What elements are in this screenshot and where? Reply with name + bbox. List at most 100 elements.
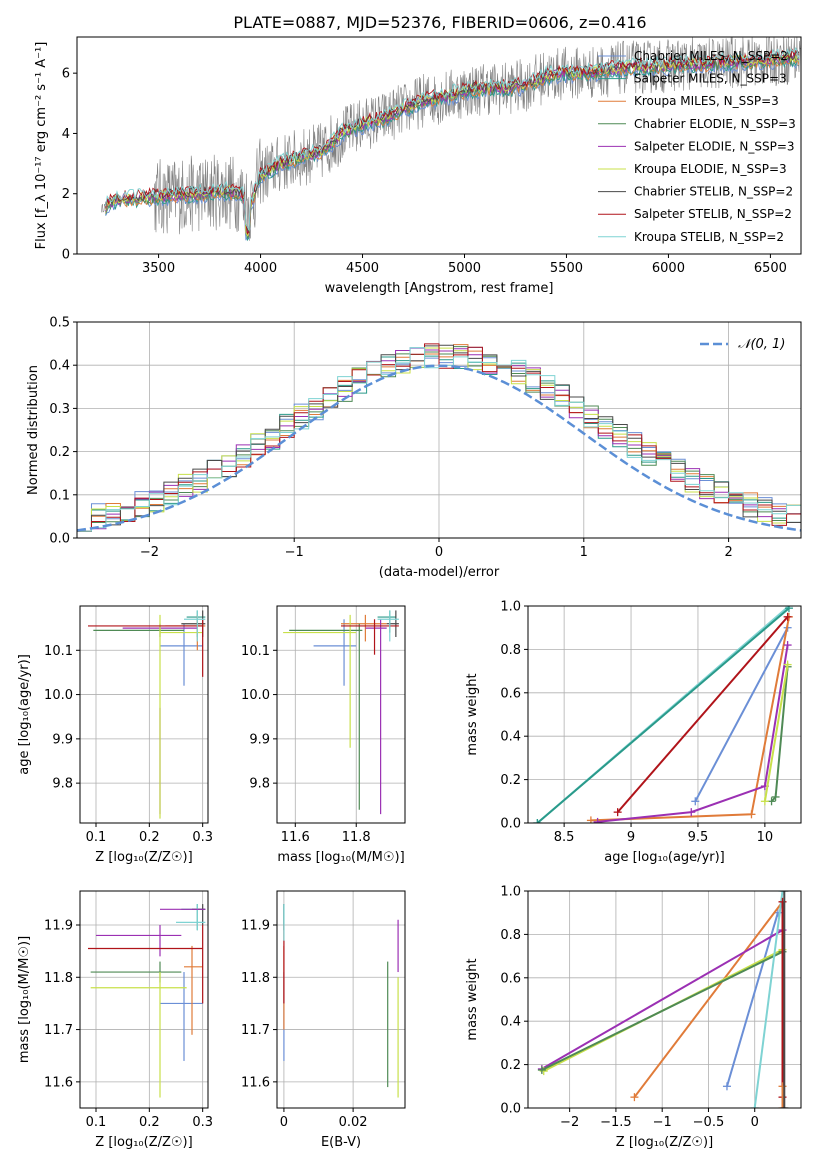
y-tick-label: 0.6 (500, 971, 521, 986)
x-tick-label: −0.5 (693, 1115, 725, 1130)
x-tick-label: 9 (627, 830, 635, 845)
legend-label: Salpeter ELODIE, N_SSP=3 (634, 139, 795, 153)
y-tick-label: 0.0 (49, 532, 70, 547)
axes-frame (276, 890, 406, 1109)
y-tick-label: 0.2 (500, 1058, 521, 1073)
panel-age_vs_mass: 11.6 11.8 9.8 9.9 10.0 10.1 mass [log₁₀(M/M☉)] (241, 605, 406, 865)
legend-label: Chabrier MILES, N_SSP=2 (634, 49, 788, 63)
y-tick-label: 0.2 (49, 445, 70, 460)
y-axis-label: age [log₁₀(age/yr)] (17, 654, 32, 775)
panel-residuals: −2 −1 0 1 2 0.0 0.1 0.2 0.3 0.4 0.5 (data-model)/er… (26, 316, 802, 580)
y-tick-label: 0.2 (500, 773, 521, 788)
panel-massweight_vs_age: 8.5 9 9.5 10 0.0 0.2 0.4 0.6 0.8 1.0 age [log₁₀(ag… (465, 600, 802, 865)
mass-weight-line (616, 616, 789, 813)
y-tick-label: 0.8 (500, 928, 521, 943)
y-tick-label: 2 (62, 187, 70, 202)
y-tick-label: 0.4 (500, 730, 521, 745)
x-tick-label: 1 (580, 545, 588, 560)
y-tick-label: 9.9 (249, 732, 270, 747)
legend: Chabrier MILES, N_SSP=2 Salpeter MILES, N… (598, 49, 796, 244)
legend-label: Kroupa ELODIE, N_SSP=3 (634, 162, 787, 176)
y-tick-label: 11.6 (44, 1075, 73, 1090)
y-tick-label: 0.5 (49, 316, 70, 331)
x-axis-label: E(B-V) (321, 1135, 361, 1150)
x-tick-label: −2 (560, 1115, 579, 1130)
y-axis-label: Normed distribution (26, 365, 41, 495)
plot-area (88, 904, 206, 1098)
y-tick-label: 0.4 (500, 1015, 521, 1030)
y-axis-label: mass weight (465, 958, 480, 1040)
y-tick-label: 1.0 (500, 600, 521, 615)
legend-label: Salpeter MILES, N_SSP=3 (634, 72, 787, 86)
x-tick-label: 11.8 (342, 830, 371, 845)
x-tick-label: 0.2 (139, 830, 160, 845)
axes-frame (276, 605, 406, 824)
x-tick-label: 6500 (754, 261, 787, 276)
observed-spectrum (101, 37, 801, 241)
x-tick-label: 6000 (652, 261, 685, 276)
x-tick-label: 2 (724, 545, 732, 560)
residual-histogram (77, 347, 801, 538)
x-tick-label: 11.6 (281, 830, 310, 845)
y-tick-label: 11.7 (44, 1023, 73, 1038)
panel-age_vs_Z: 0.1 0.2 0.3 9.8 9.9 10.0 10.1 Z [log₁₀(Z/Z☉)] ag… (17, 605, 213, 865)
legend-label: 𝒩(0, 1) (738, 337, 785, 352)
y-tick-label: 10.0 (44, 688, 73, 703)
legend-label: Chabrier STELIB, N_SSP=2 (634, 185, 793, 199)
x-tick-label: 3500 (142, 261, 175, 276)
x-axis-label: Z [log₁₀(Z/Z☉)] (616, 1135, 713, 1150)
y-tick-label: 9.9 (52, 732, 73, 747)
x-tick-label: 5000 (448, 261, 481, 276)
legend-label: Salpeter STELIB, N_SSP=2 (634, 207, 792, 221)
y-tick-label: 11.8 (241, 971, 270, 986)
axes-frame (527, 890, 802, 1109)
model-spectrum-line (105, 46, 800, 232)
mass-weight-line (633, 901, 784, 1098)
plot-area (101, 37, 801, 242)
plot-area (88, 610, 206, 819)
plot-area (77, 343, 801, 538)
y-tick-label: 10.1 (44, 644, 73, 659)
y-tick-label: 0.0 (500, 817, 521, 832)
panel-massweight_vs_Z: −2 −1.5 −1 −0.5 0 0.0 0.2 0.4 0.6 0.8 1.0 Z [log₁₀(… (465, 885, 802, 1150)
mass-weight-line (763, 664, 789, 802)
gaussian-curve (77, 364, 801, 532)
x-tick-label: 0.1 (86, 1115, 107, 1130)
y-tick-label: 0.4 (49, 359, 70, 374)
plot-area (283, 904, 399, 1098)
x-tick-label: 4000 (244, 261, 277, 276)
y-tick-label: 0.3 (49, 402, 70, 417)
x-tick-label: 4500 (346, 261, 379, 276)
axes-frame (527, 605, 802, 824)
x-axis-label: (data-model)/error (379, 565, 500, 580)
y-tick-label: 6 (62, 67, 70, 82)
axes-frame (79, 605, 209, 824)
x-tick-label: −2 (140, 545, 159, 560)
x-axis-label: wavelength [Angstrom, rest frame] (325, 281, 554, 296)
axes-frame (79, 890, 209, 1109)
panels: 3500 4000 4500 5000 5500 6000 6500 0 2 4 6 waveleng… (17, 36, 802, 1150)
panel-mass_vs_Z: 0.1 0.2 0.3 11.6 11.7 11.8 11.9 Z [log₁₀(Z/Z☉)]… (17, 890, 213, 1150)
mass-weight-line (694, 627, 789, 802)
y-tick-label: 9.8 (249, 777, 270, 792)
y-tick-label: 0.1 (49, 488, 70, 503)
x-tick-label: −1 (653, 1115, 672, 1130)
y-tick-label: 0.6 (500, 686, 521, 701)
y-axis-label: Flux [f_λ 10⁻¹⁷ erg cm⁻² s⁻¹ A⁻¹] (34, 42, 49, 250)
mass-weight-line (726, 912, 779, 1087)
x-tick-label: 0 (435, 545, 443, 560)
axes-frame (76, 36, 802, 255)
y-tick-label: 11.8 (44, 971, 73, 986)
legend-label: Kroupa STELIB, N_SSP=2 (634, 230, 784, 244)
y-tick-label: 0.0 (500, 1102, 521, 1117)
mass-weight-line (541, 950, 783, 1071)
y-tick-label: 11.9 (44, 918, 73, 933)
y-tick-label: 4 (62, 127, 70, 142)
x-tick-label: 0.1 (86, 830, 107, 845)
plot-area (533, 606, 793, 823)
y-axis-label: mass [log₁₀(M/M☉)] (17, 936, 32, 1063)
legend-label: Chabrier ELODIE, N_SSP=3 (634, 117, 796, 131)
x-tick-label: 9.5 (688, 830, 709, 845)
x-axis-label: mass [log₁₀(M/M☉)] (277, 850, 404, 865)
